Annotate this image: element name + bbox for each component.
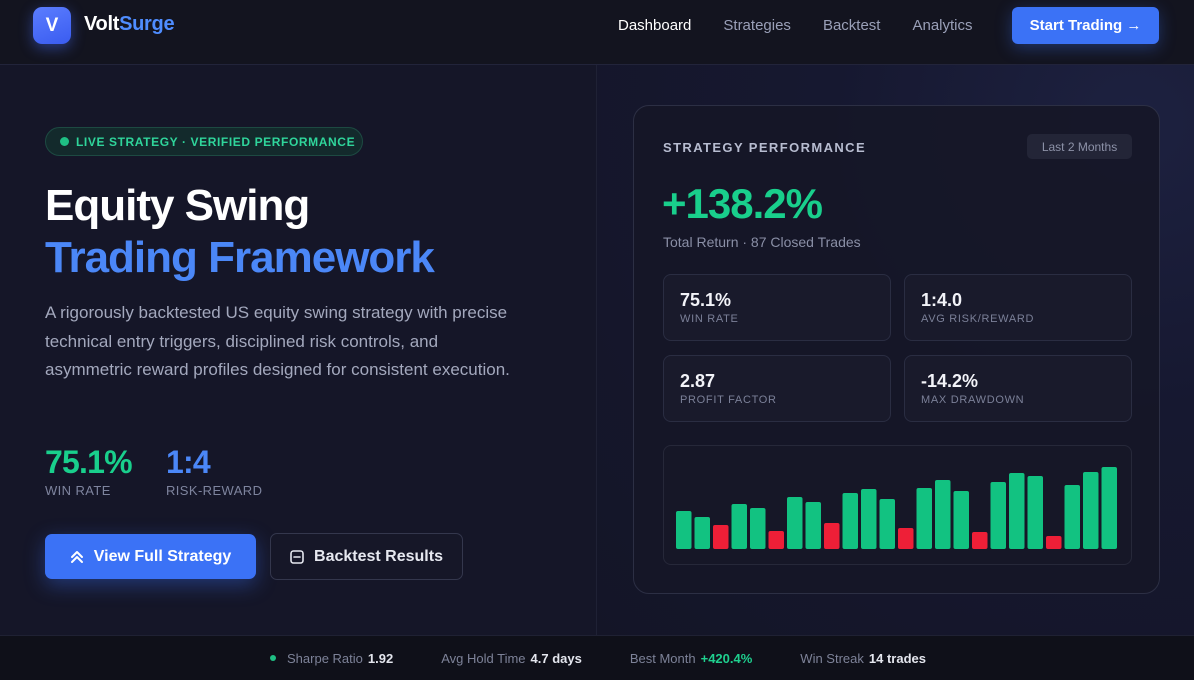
brand-part1: Volt	[84, 13, 120, 35]
metric-label: AVG RISK/REWARD	[921, 313, 1035, 325]
stats-footer: Sharpe Ratio 1.92 Avg Hold Time 4.7 days…	[0, 635, 1194, 680]
nav-link-backtest[interactable]: Backtest	[822, 17, 881, 34]
hero-title-line1: Equity Swing	[45, 181, 310, 230]
win-bar	[1083, 472, 1099, 549]
metric-win-rate: 75.1% WIN RATE	[663, 274, 891, 341]
win-bar	[676, 511, 692, 549]
loss-bar	[713, 525, 729, 549]
total-return-value: +138.2%	[662, 180, 823, 227]
win-bar	[990, 482, 1006, 549]
hero-title: Equity Swing Trading Framework	[45, 180, 435, 284]
win-bar	[787, 497, 803, 549]
win-bar	[750, 508, 766, 549]
hero-stat-label: WIN RATE	[45, 483, 111, 498]
metric-avg-risk-reward: 1:4.0 AVG RISK/REWARD	[904, 274, 1132, 341]
strategy-performance-card: STRATEGY PERFORMANCE Last 2 Months +138.…	[633, 105, 1160, 594]
footer-label: Best Month	[629, 650, 696, 666]
nav-link-strategies[interactable]: Strategies	[723, 17, 791, 34]
nav-links: Dashboard Strategies Backtest Analytics	[618, 17, 973, 34]
metric-value: -14.2%	[921, 371, 979, 391]
metric-value: 75.1%	[680, 290, 732, 310]
metric-label: WIN RATE	[680, 313, 739, 325]
card-title: STRATEGY PERFORMANCE	[663, 140, 867, 155]
nav-link-analytics[interactable]: Analytics	[912, 17, 973, 34]
win-bar	[1101, 467, 1117, 549]
backtest-results-button[interactable]: Backtest Results	[270, 533, 463, 580]
win-bar	[1009, 473, 1025, 549]
footer-best-month: Best Month +420.4%	[630, 651, 752, 666]
hero-stat-risk-reward: 1:4 RISK-REWARD	[166, 443, 262, 498]
logo-icon[interactable]: V	[33, 7, 71, 44]
footer-value: 1.92	[367, 650, 394, 666]
period-selector[interactable]: Last 2 Months	[1027, 134, 1132, 159]
win-bar	[694, 517, 710, 549]
hero-stat-win-rate: 75.1% WIN RATE	[45, 443, 133, 498]
win-bar	[805, 502, 821, 549]
minus-square-icon	[290, 549, 304, 564]
win-bar	[731, 504, 747, 549]
loss-bar	[898, 528, 914, 549]
loss-bar	[1046, 536, 1062, 549]
win-bar	[879, 499, 895, 549]
footer-sharpe-ratio: Sharpe Ratio 1.92	[270, 651, 393, 666]
metric-value: 1:4.0	[921, 290, 963, 310]
footer-avg-hold-time: Avg Hold Time 4.7 days	[441, 651, 582, 666]
metric-label: MAX DRAWDOWN	[921, 394, 1025, 406]
performance-panel: STRATEGY PERFORMANCE Last 2 Months +138.…	[596, 65, 1194, 635]
hero-stat-value: 75.1%	[45, 444, 133, 480]
total-return-subtitle: Total Return · 87 Closed Trades	[663, 234, 861, 250]
backtest-results-label: Backtest Results	[314, 547, 443, 565]
metric-value: 2.87	[680, 371, 716, 391]
trade-results-chart	[663, 445, 1132, 565]
hero-description: A rigorously backtested US equity swing …	[45, 303, 510, 379]
top-nav: V VoltSurge Dashboard Strategies Backtes…	[0, 0, 1194, 65]
start-trading-button[interactable]: Start Trading →	[1012, 7, 1159, 44]
metric-profit-factor: 2.87 PROFIT FACTOR	[663, 355, 891, 422]
live-dot-icon	[60, 137, 69, 146]
brand-name[interactable]: VoltSurge	[84, 13, 175, 36]
hero-section: LIVE STRATEGY · VERIFIED PERFORMANCE Equ…	[0, 65, 596, 635]
loss-bar	[824, 523, 840, 549]
brand-part2: Surge	[119, 13, 175, 35]
footer-win-streak: Win Streak 14 trades	[800, 651, 926, 666]
win-bar	[916, 488, 932, 549]
footer-label: Avg Hold Time	[441, 650, 526, 666]
win-bar	[842, 493, 858, 549]
footer-label: Sharpe Ratio	[287, 650, 363, 666]
loss-bar	[972, 532, 988, 549]
win-bar	[861, 489, 877, 549]
hero-stat-value: 1:4	[166, 444, 211, 480]
badge-text: LIVE STRATEGY · VERIFIED PERFORMANCE	[76, 134, 356, 149]
loss-bar	[768, 531, 784, 549]
footer-value: 14 trades	[868, 650, 926, 666]
win-bar	[935, 480, 951, 549]
footer-value: +420.4%	[700, 650, 753, 666]
win-bar	[1027, 476, 1043, 549]
double-chevron-up-icon	[70, 550, 83, 563]
win-bar	[953, 491, 969, 549]
view-full-strategy-label: View Full Strategy	[93, 547, 232, 565]
trade-bars-svg	[676, 467, 1117, 549]
status-dot-icon	[270, 655, 277, 661]
view-full-strategy-button[interactable]: View Full Strategy	[45, 534, 256, 579]
hero-title-line2: Trading Framework	[45, 233, 435, 282]
metric-max-drawdown: -14.2% MAX DRAWDOWN	[904, 355, 1132, 422]
footer-label: Win Streak	[800, 650, 864, 666]
footer-value: 4.7 days	[530, 650, 582, 666]
hero-stat-label: RISK-REWARD	[166, 483, 263, 498]
nav-link-dashboard[interactable]: Dashboard	[618, 17, 692, 34]
win-bar	[1064, 485, 1080, 549]
live-strategy-badge: LIVE STRATEGY · VERIFIED PERFORMANCE	[45, 127, 363, 156]
metric-label: PROFIT FACTOR	[680, 394, 777, 406]
